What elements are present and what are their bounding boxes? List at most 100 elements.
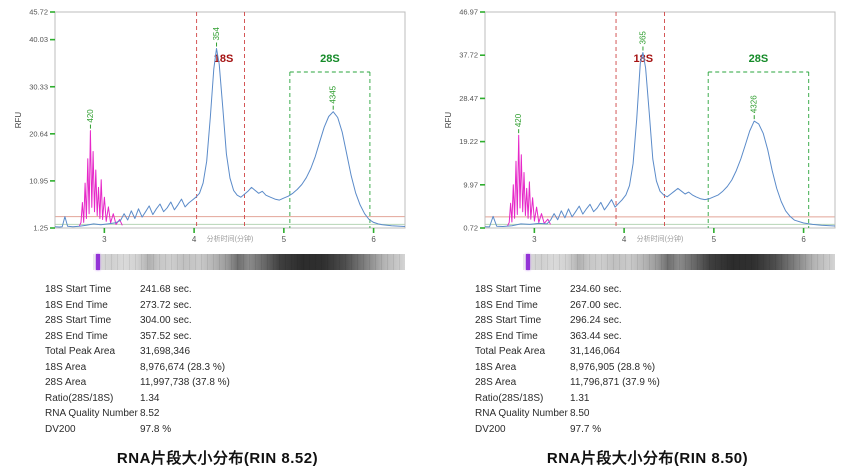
gel-lane [523, 254, 835, 270]
svg-text:4345: 4345 [329, 85, 338, 103]
stat-row: Ratio(28S/18S) 1.34 [45, 391, 430, 407]
stat-label: 28S Area [475, 377, 517, 389]
stat-label: 18S Start Time [45, 284, 112, 296]
panel-right: 46.97 37.72 28.47 19.22 9.97 0.72 3 4 5 6 分析时间(分钟)… [435, 0, 860, 468]
svg-text:28S: 28S [320, 53, 340, 65]
stat-value: 273.72 sec. [140, 299, 192, 311]
stat-row: Total Peak Area 31,698,346 [45, 344, 430, 360]
stat-row: 18S End Time 273.72 sec. [45, 298, 430, 314]
stat-value: 11,997,738 (37.8 %) [140, 377, 230, 389]
stat-value: 357.52 sec. [140, 330, 192, 342]
svg-text:10.95: 10.95 [29, 176, 48, 185]
stat-value: 267.00 sec. [570, 299, 622, 311]
svg-text:30.33: 30.33 [29, 82, 48, 91]
svg-text:5: 5 [712, 235, 717, 244]
stat-label: 28S Start Time [475, 315, 542, 327]
stat-label: RNA Quality Number [45, 408, 138, 420]
stat-value: 304.00 sec. [140, 315, 192, 327]
stat-value: 8.50 [570, 408, 590, 420]
svg-text:4: 4 [622, 235, 627, 244]
svg-text:18S: 18S [633, 53, 653, 65]
svg-text:6: 6 [371, 235, 376, 244]
stat-value: 1.31 [570, 392, 590, 404]
svg-text:46.97: 46.97 [459, 8, 478, 17]
svg-text:6: 6 [801, 235, 806, 244]
stat-value: 97.8 % [140, 423, 172, 435]
svg-text:0.72: 0.72 [463, 224, 478, 233]
stat-row: 18S Start Time 234.60 sec. [475, 282, 860, 298]
stats-table: 18S Start Time 234.60 sec. 18S End Time 267… [475, 282, 860, 437]
stat-label: 28S Start Time [45, 315, 112, 327]
stat-value: 1.34 [140, 392, 160, 404]
stat-label: 28S Area [45, 377, 87, 389]
svg-text:4: 4 [192, 235, 197, 244]
stat-row: DV200 97.7 % [475, 422, 860, 438]
svg-text:18S: 18S [214, 53, 234, 65]
stat-label: DV200 [475, 423, 506, 435]
stat-row: 28S Start Time 304.00 sec. [45, 313, 430, 329]
svg-text:420: 420 [514, 113, 523, 127]
stat-value: 8.52 [140, 408, 160, 420]
stat-value: 363.44 sec. [570, 330, 622, 342]
svg-text:3: 3 [532, 235, 537, 244]
stat-row: RNA Quality Number 8.52 [45, 406, 430, 422]
caption: RNA片段大小分布(RIN 8.50) [546, 450, 749, 467]
svg-text:1.25: 1.25 [33, 224, 48, 233]
svg-text:9.97: 9.97 [463, 180, 478, 189]
stat-value: 241.68 sec. [140, 284, 192, 296]
stat-row: 18S Area 8,976,905 (28.8 %) [475, 360, 860, 376]
stat-row: Total Peak Area 31,146,064 [475, 344, 860, 360]
stat-row: 18S End Time 267.00 sec. [475, 298, 860, 314]
stat-value: 296.24 sec. [570, 315, 622, 327]
stats-table: 18S Start Time 241.68 sec. 18S End Time 273… [45, 282, 430, 437]
stat-label: 18S End Time [475, 299, 538, 311]
svg-text:5: 5 [282, 235, 287, 244]
stat-row: DV200 97.8 % [45, 422, 430, 438]
svg-text:40.03: 40.03 [29, 35, 48, 44]
svg-text:4326: 4326 [750, 95, 759, 113]
stat-row: 18S Start Time 241.68 sec. [45, 282, 430, 298]
svg-text:37.72: 37.72 [459, 51, 478, 60]
stat-row: Ratio(28S/18S) 1.31 [475, 391, 860, 407]
gel-marker-band [526, 254, 530, 270]
stat-label: Total Peak Area [45, 346, 116, 358]
caption: RNA片段大小分布(RIN 8.52) [116, 450, 319, 467]
electropherogram-chart-right: 46.97 37.72 28.47 19.22 9.97 0.72 3 4 5 6 分析时间(分钟)… [444, 8, 836, 244]
svg-text:365: 365 [638, 31, 647, 45]
svg-text:354: 354 [212, 27, 221, 41]
svg-text:RFU: RFU [14, 112, 23, 129]
gel-marker-band [96, 254, 100, 270]
stat-row: 28S End Time 357.52 sec. [45, 329, 430, 345]
svg-text:420: 420 [86, 109, 95, 123]
stat-label: DV200 [45, 423, 76, 435]
stat-row: 28S Area 11,997,738 (37.8 %) [45, 375, 430, 391]
stat-label: 28S End Time [45, 330, 108, 342]
stat-value: 8,976,674 (28.3 %) [140, 361, 226, 373]
stat-value: 11,796,871 (37.9 %) [570, 377, 660, 389]
svg-text:3: 3 [102, 235, 107, 244]
svg-text:28S: 28S [749, 53, 769, 65]
stat-label: 28S End Time [475, 330, 538, 342]
svg-text:28.47: 28.47 [459, 94, 478, 103]
stat-row: 28S Area 11,796,871 (37.9 %) [475, 375, 860, 391]
stat-value: 31,146,064 [570, 346, 621, 358]
svg-text:20.64: 20.64 [29, 129, 48, 138]
stat-label: 18S Area [45, 361, 87, 373]
stat-label: 18S Start Time [475, 284, 542, 296]
stat-row: 28S Start Time 296.24 sec. [475, 313, 860, 329]
svg-text:19.22: 19.22 [459, 137, 478, 146]
gel-lane [93, 254, 405, 270]
stat-row: RNA Quality Number 8.50 [475, 406, 860, 422]
stat-row: 18S Area 8,976,674 (28.3 %) [45, 360, 430, 376]
stat-value: 8,976,905 (28.8 %) [570, 361, 656, 373]
stat-label: Total Peak Area [475, 346, 546, 358]
svg-text:分析时间(分钟): 分析时间(分钟) [637, 234, 684, 243]
stat-value: 97.7 % [570, 423, 602, 435]
stat-value: 234.60 sec. [570, 284, 622, 296]
stat-value: 31,698,346 [140, 346, 191, 358]
stat-row: 28S End Time 363.44 sec. [475, 329, 860, 345]
stat-label: Ratio(28S/18S) [475, 392, 544, 404]
stat-label: RNA Quality Number [475, 408, 568, 420]
gel-image-left [93, 254, 405, 270]
